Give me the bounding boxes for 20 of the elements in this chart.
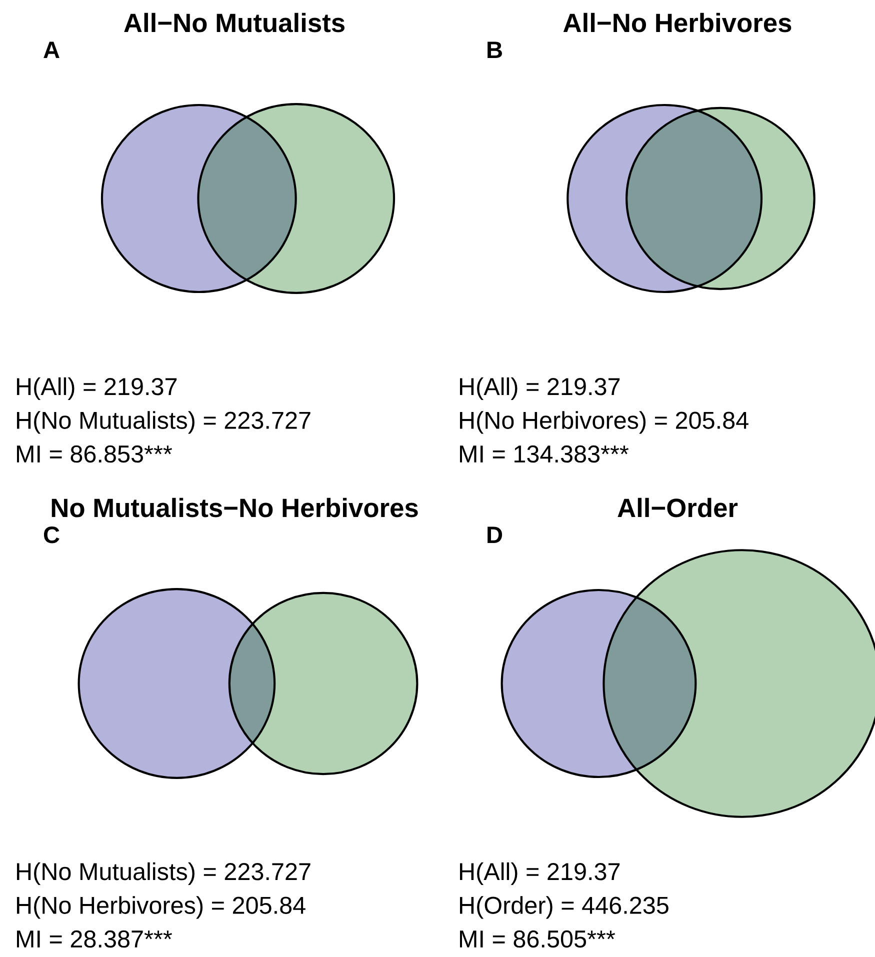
text: No Mutualists−No Herbivores <box>52 498 418 518</box>
data-label: MI = 28.387*** <box>16 930 172 948</box>
text: B <box>488 42 502 58</box>
data-label: MI = 86.853*** <box>16 445 172 463</box>
data-label: H(All) = 219.37 <box>16 377 177 400</box>
text: All−No Mutualists <box>124 12 344 32</box>
data-label: H(Order) = 446.235 <box>460 896 668 919</box>
text: All−No Herbivores <box>563 12 792 32</box>
text: All−Order <box>618 498 738 518</box>
text: A <box>44 42 60 58</box>
text: D <box>488 526 502 543</box>
data-label: H(All) = 219.37 <box>460 377 620 400</box>
data-label: H(All) = 219.37 <box>460 862 620 886</box>
data-label: H(No Mutualists) = 223.727 <box>16 862 310 886</box>
data-label: H(No Herbivores) = 205.84 <box>460 411 748 434</box>
data-label: H(No Herbivores) = 205.84 <box>16 896 306 919</box>
data-label: H(No Mutualists) = 223.727 <box>16 411 310 434</box>
data-label: MI = 86.505*** <box>460 930 616 948</box>
text: C <box>44 526 60 544</box>
data-label: MI = 134.383*** <box>460 445 629 463</box>
